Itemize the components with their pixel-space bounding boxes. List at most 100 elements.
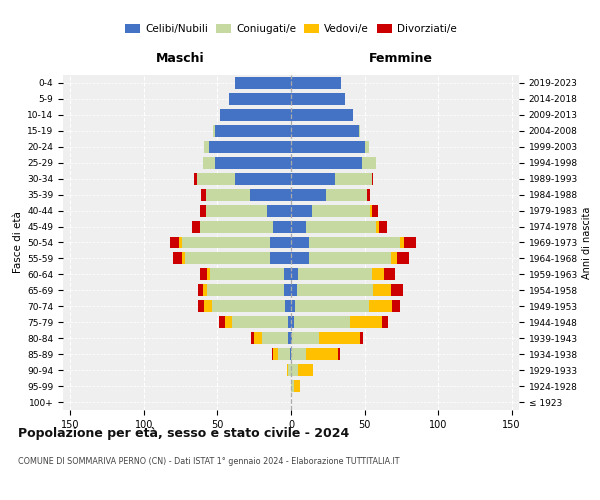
Bar xyxy=(362,157,376,168)
Bar xyxy=(392,300,400,312)
Bar xyxy=(291,157,362,168)
Bar xyxy=(291,204,311,216)
Bar xyxy=(285,300,291,312)
Bar xyxy=(287,364,288,376)
Bar xyxy=(360,332,363,344)
Bar xyxy=(170,236,179,248)
Bar xyxy=(291,236,308,248)
Bar xyxy=(373,284,391,296)
Bar xyxy=(199,284,203,296)
Legend: Celibi/Nubili, Coniugati/e, Vedovi/e, Divorziati/e: Celibi/Nubili, Coniugati/e, Vedovi/e, Di… xyxy=(121,20,461,38)
Bar xyxy=(219,316,225,328)
Bar xyxy=(200,268,207,280)
Bar xyxy=(350,316,382,328)
Bar xyxy=(291,284,297,296)
Bar xyxy=(235,77,291,89)
Bar xyxy=(294,380,300,392)
Bar xyxy=(206,204,268,216)
Bar xyxy=(369,300,392,312)
Bar xyxy=(291,300,295,312)
Bar xyxy=(203,284,207,296)
Bar xyxy=(291,77,341,89)
Bar xyxy=(372,268,383,280)
Bar xyxy=(291,364,298,376)
Bar xyxy=(274,220,291,232)
Bar xyxy=(308,252,391,264)
Bar xyxy=(294,316,350,328)
Bar xyxy=(391,252,397,264)
Bar xyxy=(215,157,291,168)
Bar xyxy=(291,141,365,153)
Bar xyxy=(197,172,235,184)
Bar xyxy=(359,125,360,137)
Bar xyxy=(210,268,284,280)
Bar xyxy=(298,364,313,376)
Bar xyxy=(404,236,416,248)
Bar xyxy=(291,125,359,137)
Bar xyxy=(379,220,386,232)
Bar xyxy=(338,348,340,360)
Bar xyxy=(229,93,291,105)
Bar xyxy=(391,284,403,296)
Bar xyxy=(372,204,378,216)
Bar xyxy=(215,125,291,137)
Bar xyxy=(290,348,291,360)
Bar xyxy=(370,204,372,216)
Bar xyxy=(397,252,409,264)
Bar xyxy=(367,188,370,200)
Bar xyxy=(274,348,278,360)
Bar xyxy=(291,380,294,392)
Bar xyxy=(284,268,291,280)
Bar xyxy=(297,284,373,296)
Bar xyxy=(308,236,400,248)
Bar xyxy=(372,172,373,184)
Bar xyxy=(204,300,212,312)
Bar xyxy=(200,220,274,232)
Bar xyxy=(295,300,369,312)
Bar xyxy=(291,252,308,264)
Text: Popolazione per età, sesso e stato civile - 2024: Popolazione per età, sesso e stato civil… xyxy=(18,428,349,440)
Bar xyxy=(173,252,182,264)
Bar xyxy=(311,204,370,216)
Bar xyxy=(201,188,206,200)
Y-axis label: Anni di nascita: Anni di nascita xyxy=(582,206,592,279)
Y-axis label: Fasce di età: Fasce di età xyxy=(13,212,23,274)
Bar xyxy=(250,188,291,200)
Bar xyxy=(326,188,367,200)
Bar xyxy=(200,204,206,216)
Bar xyxy=(206,188,250,200)
Bar xyxy=(209,141,291,153)
Bar xyxy=(272,348,274,360)
Bar xyxy=(382,316,388,328)
Bar xyxy=(271,236,291,248)
Bar xyxy=(291,172,335,184)
Bar xyxy=(207,268,210,280)
Bar xyxy=(220,109,291,121)
Bar xyxy=(199,300,204,312)
Bar xyxy=(365,141,369,153)
Bar xyxy=(268,204,291,216)
Bar xyxy=(225,316,232,328)
Bar xyxy=(203,157,215,168)
Bar xyxy=(319,332,360,344)
Bar xyxy=(213,125,215,137)
Bar xyxy=(292,332,319,344)
Bar xyxy=(288,316,291,328)
Bar xyxy=(298,268,372,280)
Bar xyxy=(271,252,291,264)
Bar xyxy=(182,252,185,264)
Bar xyxy=(306,348,338,360)
Bar xyxy=(179,236,182,248)
Bar xyxy=(383,268,395,280)
Bar xyxy=(194,172,197,184)
Bar xyxy=(291,348,306,360)
Bar xyxy=(212,300,285,312)
Bar xyxy=(278,348,290,360)
Bar xyxy=(254,332,262,344)
Bar xyxy=(291,188,326,200)
Bar xyxy=(235,172,291,184)
Bar xyxy=(207,284,284,296)
Bar xyxy=(288,332,291,344)
Bar xyxy=(291,316,294,328)
Bar xyxy=(291,332,292,344)
